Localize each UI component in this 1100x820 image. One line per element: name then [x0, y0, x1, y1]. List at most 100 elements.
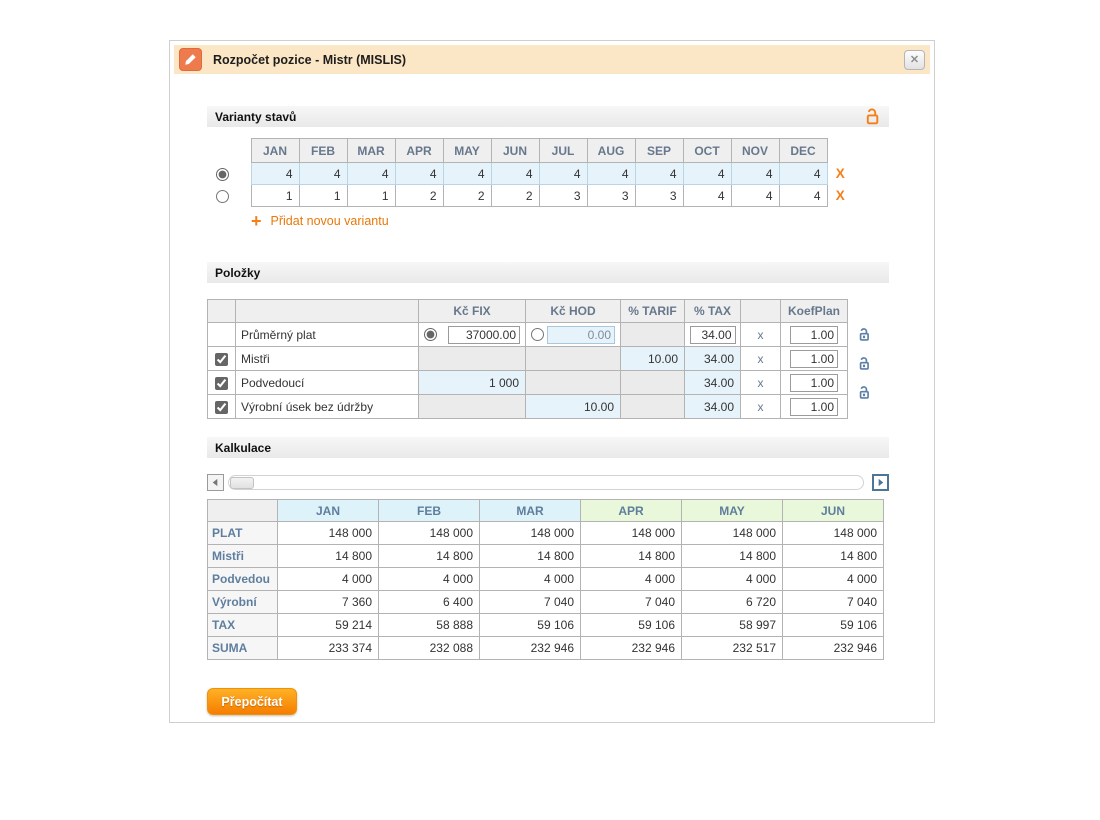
multiply-label: x: [740, 322, 781, 347]
calc-value: 232 946: [782, 636, 884, 660]
calc-value: 232 517: [681, 636, 783, 660]
calc-value: 4 000: [782, 567, 884, 591]
multiply-label: x: [740, 346, 781, 371]
month-header: MAY: [442, 138, 492, 163]
calc-value: 232 946: [580, 636, 682, 660]
item-label: Výrobní úsek bez údržby: [235, 394, 419, 419]
fix-mode-radio[interactable]: [424, 328, 437, 341]
variant-value-cell[interactable]: 4: [730, 184, 780, 207]
variant-value-cell[interactable]: 3: [634, 184, 684, 207]
variants-table: JAN FEB MAR APR MAY JUN JUL AUG SEP OCT …: [207, 138, 853, 207]
calc-month-header: APR: [580, 499, 682, 522]
row-lock-icon[interactable]: [856, 356, 871, 376]
hod-mode-radio[interactable]: [531, 328, 544, 341]
calc-value: 59 214: [277, 613, 379, 637]
month-header: JUN: [490, 138, 540, 163]
tax-value-cell[interactable]: 34.00: [684, 394, 741, 419]
variant-radio[interactable]: [216, 167, 229, 181]
delete-variant-button[interactable]: X: [835, 166, 845, 181]
calc-row-plat: PLAT 148 000 148 000 148 000 148 000 148…: [207, 521, 884, 545]
variant-value-cell[interactable]: 4: [538, 162, 588, 185]
item-checkbox[interactable]: [215, 352, 228, 366]
variant-value-cell[interactable]: 4: [778, 162, 828, 185]
variant-radio[interactable]: [216, 189, 229, 203]
tax-input[interactable]: [689, 325, 736, 344]
variant-value-cell[interactable]: 4: [394, 162, 444, 185]
variants-section-header: Varianty stavů: [207, 106, 889, 127]
close-icon[interactable]: ✕: [904, 49, 925, 70]
variant-value-cell[interactable]: 2: [442, 184, 492, 207]
tax-value-cell[interactable]: 34.00: [684, 346, 741, 371]
calc-value: 59 106: [479, 613, 581, 637]
koefplan-input[interactable]: [790, 373, 838, 392]
calc-value: 148 000: [580, 521, 682, 545]
calc-value: 58 997: [681, 613, 783, 637]
add-variant-link[interactable]: + Přidat novou variantu: [251, 211, 889, 231]
variant-value-cell[interactable]: 1: [250, 184, 300, 207]
col-header-fix: Kč FIX: [418, 299, 526, 323]
variant-value-cell[interactable]: 4: [730, 162, 780, 185]
calc-month-header: MAR: [479, 499, 581, 522]
variant-row: 1 1 1 2 2 2 3 3 3 4 4 4 X: [207, 184, 853, 207]
calc-value: 14 800: [378, 544, 480, 568]
variant-value-cell[interactable]: 2: [490, 184, 540, 207]
item-checkbox[interactable]: [215, 400, 228, 414]
delete-variant-button[interactable]: X: [835, 188, 845, 203]
variant-value-cell[interactable]: 4: [346, 162, 396, 185]
tax-value-cell[interactable]: 34.00: [684, 370, 741, 395]
item-row-podvedouci: Podvedoucí 1 000 34.00 x: [207, 370, 848, 395]
row-lock-icon[interactable]: [856, 327, 871, 347]
calculation-table: JAN FEB MAR APR MAY JUN PLAT 148 000 148…: [207, 499, 884, 660]
add-variant-label: Přidat novou variantu: [270, 214, 389, 228]
item-checkbox[interactable]: [215, 376, 228, 390]
variant-value-cell[interactable]: 4: [490, 162, 540, 185]
variant-value-cell[interactable]: 4: [634, 162, 684, 185]
calc-row-mistri: Mistři 14 800 14 800 14 800 14 800 14 80…: [207, 544, 884, 568]
calculation-section-title: Kalkulace: [215, 440, 272, 455]
calc-value: 4 000: [681, 567, 783, 591]
variant-value-cell[interactable]: 4: [586, 162, 636, 185]
koefplan-input[interactable]: [790, 325, 838, 344]
hod-amount-input[interactable]: [547, 325, 615, 344]
month-header: AUG: [586, 138, 636, 163]
variant-value-cell[interactable]: 3: [538, 184, 588, 207]
variant-value-cell[interactable]: 4: [682, 184, 732, 207]
scrollbar-track[interactable]: [228, 475, 864, 490]
fix-value-cell[interactable]: 1 000: [418, 370, 526, 395]
calc-row-label: Podvedou: [207, 567, 278, 591]
variant-value-cell[interactable]: 1: [298, 184, 348, 207]
calc-row-vyrobni: Výrobní 7 360 6 400 7 040 7 040 6 720 7 …: [207, 590, 884, 614]
calc-value: 148 000: [378, 521, 480, 545]
koefplan-input[interactable]: [790, 349, 838, 368]
variant-value-cell[interactable]: 4: [778, 184, 828, 207]
month-header: JUL: [538, 138, 588, 163]
hod-value-cell[interactable]: 10.00: [525, 394, 621, 419]
scroll-left-button[interactable]: [207, 474, 224, 491]
month-header: OCT: [682, 138, 732, 163]
variant-value-cell[interactable]: 2: [394, 184, 444, 207]
scroll-right-button[interactable]: [872, 474, 889, 491]
multiply-label: x: [740, 394, 781, 419]
row-lock-icon[interactable]: [856, 385, 871, 405]
calc-row-suma: SUMA 233 374 232 088 232 946 232 946 232…: [207, 636, 884, 660]
fix-amount-input[interactable]: [448, 325, 520, 344]
tarif-value-cell[interactable]: 10.00: [620, 346, 685, 371]
unlock-icon[interactable]: [862, 107, 881, 126]
calc-value: 148 000: [479, 521, 581, 545]
calc-value: 14 800: [277, 544, 379, 568]
recalculate-button[interactable]: Přepočítat: [207, 688, 297, 715]
col-header-tarif: % TARIF: [620, 299, 685, 323]
variant-value-cell[interactable]: 4: [298, 162, 348, 185]
calc-value: 4 000: [580, 567, 682, 591]
variant-value-cell[interactable]: 4: [442, 162, 492, 185]
calc-value: 4 000: [479, 567, 581, 591]
scrollbar-thumb[interactable]: [230, 476, 254, 489]
variant-value-cell[interactable]: 1: [346, 184, 396, 207]
variant-value-cell[interactable]: 4: [250, 162, 300, 185]
calc-value: 148 000: [277, 521, 379, 545]
variant-value-cell[interactable]: 4: [682, 162, 732, 185]
plus-icon: +: [251, 211, 262, 231]
calc-value: 6 720: [681, 590, 783, 614]
variant-value-cell[interactable]: 3: [586, 184, 636, 207]
koefplan-input[interactable]: [790, 397, 838, 416]
